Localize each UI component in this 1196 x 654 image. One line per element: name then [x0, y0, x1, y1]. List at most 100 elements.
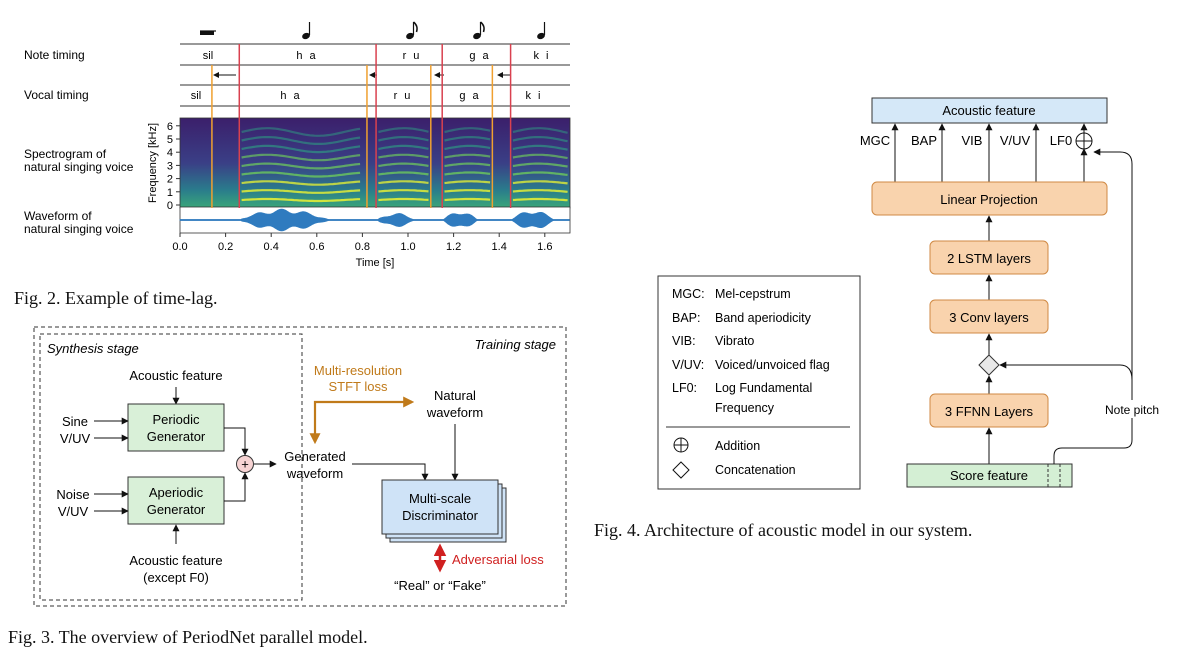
natural-waveform-label: waveform	[426, 405, 483, 420]
fig2-caption: Fig. 2. Example of time-lag.	[14, 288, 218, 308]
acoustic-feature-bottom: Acoustic feature	[129, 553, 222, 568]
spectrogram-harmonic	[512, 180, 568, 185]
eighth-note-icon	[473, 21, 485, 40]
spectrogram-harmonic	[512, 136, 568, 143]
spectrogram-harmonic	[241, 144, 361, 154]
time-tick-label: 1.4	[492, 241, 507, 253]
vuv-label: V/UV	[60, 431, 91, 446]
spectrogram-harmonic	[512, 127, 568, 134]
vuv-label: V/UV	[58, 504, 89, 519]
spectrogram-harmonic	[444, 162, 491, 168]
aperiodic-generator-label: Aperiodic	[149, 485, 204, 500]
spectrogram-harmonic	[512, 162, 568, 168]
spectrogram-harmonic	[241, 127, 361, 137]
spectrogram-label-line1: Spectrogram of	[24, 147, 107, 161]
linear-projection-label: Linear Projection	[940, 192, 1038, 207]
legend-abbr: MGC:	[672, 287, 705, 301]
spectrogram-label-line2: natural singing voice	[24, 160, 134, 174]
time-tick-label: 1.0	[400, 241, 415, 253]
legend-desc: Frequency	[715, 401, 775, 415]
addition-icon	[236, 455, 254, 473]
eighth-note-icon	[406, 21, 418, 40]
conv-block	[929, 299, 1049, 334]
boundary-lines	[211, 44, 512, 208]
fig3-figure: Synthesis stage Training stage Acoustic …	[33, 326, 567, 607]
discriminator-label: Discriminator	[402, 508, 479, 523]
conv-label: 3 Conv layers	[949, 310, 1029, 325]
acoustic-feature-top: Acoustic feature	[129, 368, 222, 383]
fig4-caption: Fig. 4. Architecture of acoustic model i…	[594, 520, 973, 540]
synthesis-stage-label: Synthesis stage	[47, 341, 139, 356]
spectrogram-harmonic	[378, 189, 429, 193]
spectrogram-harmonic	[378, 162, 429, 168]
spectrogram-harmonic	[241, 136, 361, 145]
acoustic-feature-label: Acoustic feature	[942, 103, 1035, 118]
spectrogram-harmonic	[378, 136, 429, 142]
aperiodic-generator-block	[127, 476, 225, 525]
spectrogram-harmonic	[241, 162, 361, 170]
time-tick-label: 0.2	[218, 241, 233, 253]
waveform	[179, 206, 571, 234]
time-tick-label: 1.2	[446, 241, 461, 253]
legend-concatenation: Concatenation	[715, 463, 796, 477]
legend-desc: Mel-cepstrum	[715, 287, 791, 301]
fig2-figure: Note timing Vocal timing Spectrogram of …	[24, 21, 571, 269]
legend-abbr: V/UV:	[672, 358, 704, 372]
frequency-tick-label: 3	[167, 160, 173, 172]
output-vuv: V/UV	[1000, 133, 1031, 148]
time-tick-label: 0.8	[355, 241, 370, 253]
vocal-syllable: k i	[526, 90, 543, 102]
legend-desc: Vibrato	[715, 334, 754, 348]
note-syllable: g a	[469, 50, 490, 62]
output-bap: BAP	[911, 133, 937, 148]
addition-icon	[673, 437, 689, 453]
spectrogram-harmonic	[241, 153, 361, 162]
spectrogram-harmonic	[512, 197, 568, 202]
spectrogram-harmonic	[444, 153, 491, 159]
sine-label: Sine	[62, 414, 88, 429]
legend-desc: Voiced/unvoiced flag	[715, 358, 830, 372]
rest-icon	[200, 31, 214, 35]
spectrogram-harmonic	[512, 171, 568, 176]
output-vib: VIB	[962, 133, 983, 148]
lstm-label: 2 LSTM layers	[947, 251, 1031, 266]
generated-waveform-label: waveform	[286, 466, 343, 481]
score-feature-block	[906, 463, 1073, 488]
ffnn-label: 3 FFNN Layers	[945, 404, 1034, 419]
spectrogram-harmonic	[378, 153, 429, 159]
spectrogram-harmonic	[444, 180, 491, 185]
frequency-tick-label: 2	[167, 174, 173, 186]
time-tick-label: 1.6	[537, 241, 552, 253]
legend-abbr: LF0:	[672, 381, 697, 395]
spectrogram-harmonic	[512, 189, 568, 193]
quarter-note-icon	[302, 22, 311, 40]
vocal-timing-label: Vocal timing	[24, 88, 89, 102]
periodic-generator-label: Generator	[147, 429, 206, 444]
frequency-tick-label: 5	[167, 134, 173, 146]
spectrogram	[179, 117, 571, 209]
frequency-axis-label: Frequency [kHz]	[147, 123, 159, 203]
lstm-block	[929, 240, 1049, 275]
spectrogram-harmonic	[378, 127, 429, 134]
spectrogram-harmonic	[241, 189, 361, 194]
legend-addition: Addition	[715, 439, 760, 453]
noise-label: Noise	[56, 487, 89, 502]
stft-loss-label: STFT loss	[329, 379, 388, 394]
spectrogram-harmonic	[444, 127, 491, 134]
frequency-tick-label: 6	[167, 121, 173, 133]
quarter-note-icon	[537, 22, 546, 40]
score-feature-label: Score feature	[950, 468, 1028, 483]
spectrogram-harmonic	[512, 153, 568, 160]
note-syllable: h a	[296, 50, 317, 62]
legend-desc: Log Fundamental	[715, 381, 812, 395]
note-syllable: k i	[534, 50, 551, 62]
spectrogram-harmonic	[512, 144, 568, 151]
legend-desc: Band aperiodicity	[715, 311, 812, 325]
spectrogram-harmonic	[378, 197, 429, 202]
stft-loss-label: Multi-resolution	[314, 363, 402, 378]
spectrogram-harmonic	[444, 144, 491, 151]
time-lag-arrows	[213, 72, 511, 78]
time-ticks: 0.0 0.2 0.4 0.6 0.8 1.0 1.2 1.4 1.6	[172, 233, 552, 253]
concatenation-icon	[978, 354, 1000, 376]
